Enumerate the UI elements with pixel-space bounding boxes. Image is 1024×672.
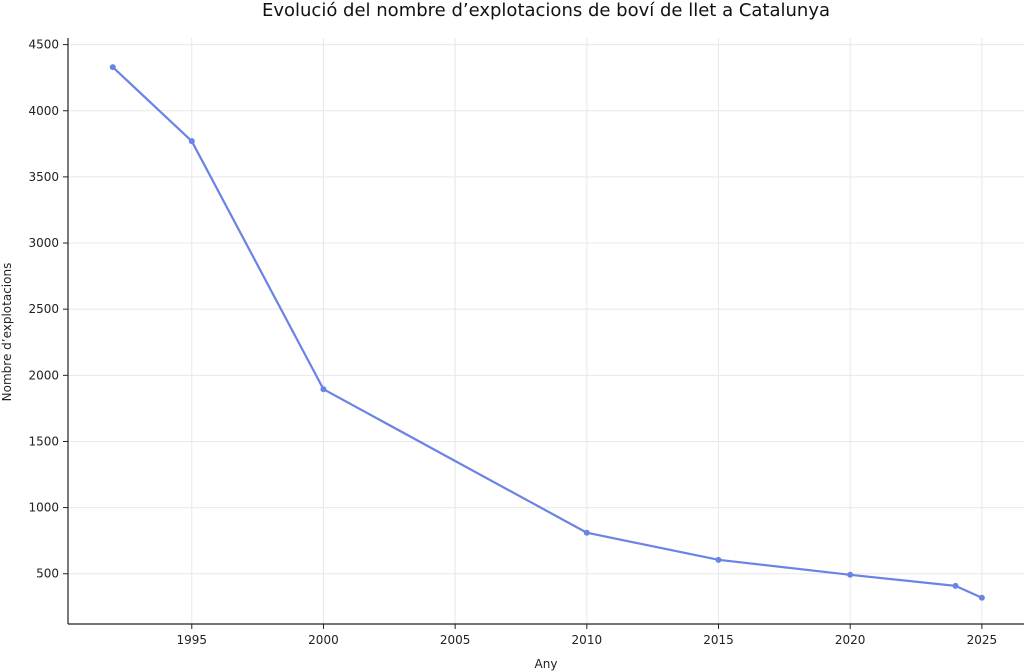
x-tick-label: 1995: [177, 633, 208, 647]
x-tick-label: 2010: [572, 633, 603, 647]
data-point: [188, 138, 195, 145]
series-line: [112, 66, 983, 599]
x-tick-label: 2025: [967, 633, 998, 647]
axes: [63, 38, 1024, 629]
y-tick-label: 500: [36, 567, 59, 581]
y-tick-label: 1000: [28, 501, 59, 515]
data-point: [952, 582, 959, 589]
chart-title: Evolució del nombre d’explotacions de bo…: [262, 0, 830, 21]
y-tick-label: 1500: [28, 434, 59, 448]
data-point: [715, 556, 722, 563]
x-tick-label: 2020: [835, 633, 866, 647]
x-tick-label: 2005: [440, 633, 471, 647]
y-tick-label: 4000: [28, 104, 59, 118]
y-tick-label: 2000: [28, 368, 59, 382]
x-tick-label: 2000: [308, 633, 339, 647]
x-tick-label: 2015: [703, 633, 734, 647]
x-axis-label: Any: [535, 657, 558, 671]
y-tick-label: 4500: [28, 38, 59, 52]
y-tick-label: 3000: [28, 236, 59, 250]
y-tick-label: 2500: [28, 302, 59, 316]
y-tick-label: 3500: [28, 170, 59, 184]
data-point: [320, 386, 327, 393]
data-point: [109, 64, 116, 71]
gridlines: [68, 38, 1024, 624]
data-point: [847, 571, 854, 578]
series: [109, 64, 985, 601]
y-axis-label: Nombre d’explotacions: [0, 263, 14, 402]
data-point: [978, 594, 985, 601]
data-point: [583, 529, 590, 536]
tick-labels: 1995 2000 2005 2010 2015 2020 2025 500 1000 1500 2…: [28, 38, 997, 647]
